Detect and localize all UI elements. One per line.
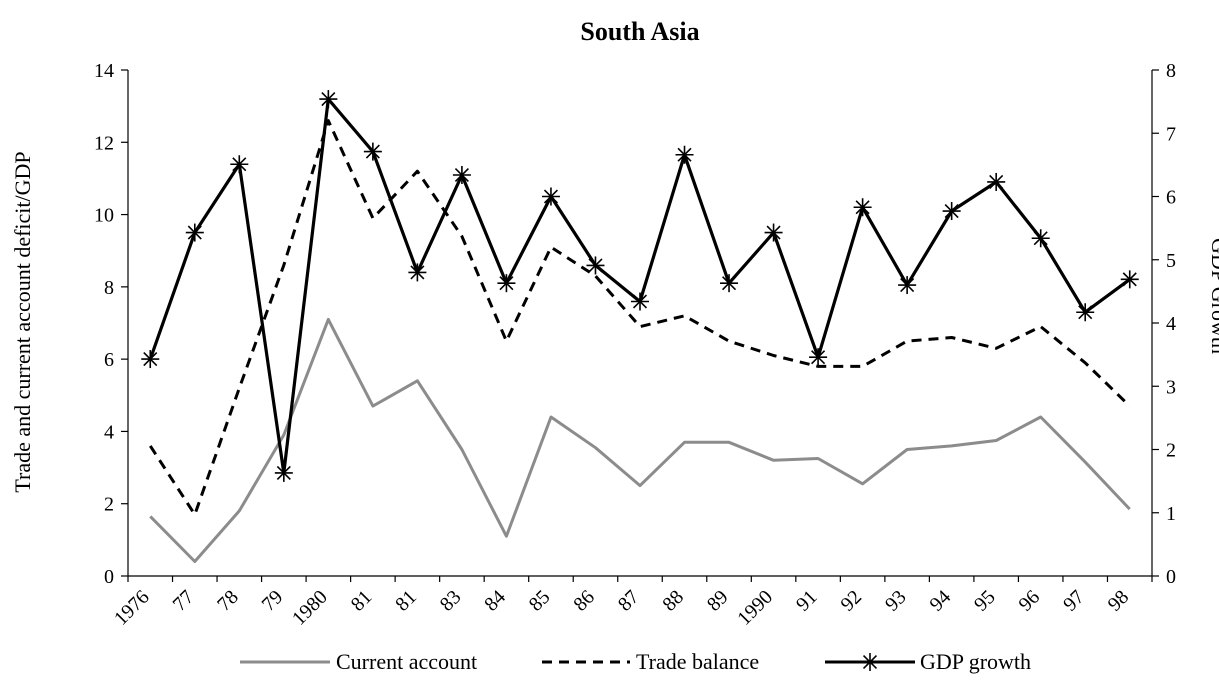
data-point bbox=[497, 274, 516, 293]
series-layer bbox=[141, 90, 1139, 563]
y2-tick-label: 0 bbox=[1166, 566, 1176, 588]
x-tick-label: 97 bbox=[1059, 586, 1089, 616]
x-tick-label: 94 bbox=[925, 586, 955, 616]
legend-label: Current account bbox=[336, 649, 477, 674]
y2-axis-label: GDP Growth bbox=[1207, 238, 1219, 354]
x-tick-label: 89 bbox=[703, 586, 733, 616]
legend-label: GDP growth bbox=[920, 649, 1031, 674]
x-tick-label: 81 bbox=[347, 586, 377, 616]
x-tick-label: 83 bbox=[436, 586, 466, 616]
y-tick-label: 4 bbox=[104, 421, 114, 443]
x-tick-label: 85 bbox=[525, 586, 555, 616]
legend-marker bbox=[861, 653, 879, 671]
legend-label: Trade balance bbox=[636, 649, 759, 674]
y2-tick-label: 3 bbox=[1166, 376, 1176, 398]
data-point bbox=[809, 348, 828, 367]
x-axis-ticks: 1976 77 78 79 1980 81 81 83 84 85 86 87 88 89 1990 91 92… bbox=[110, 576, 1153, 630]
y-tick-label: 2 bbox=[104, 494, 114, 516]
x-tick-label: 86 bbox=[569, 586, 599, 616]
data-point bbox=[408, 263, 427, 282]
y2-tick-label: 8 bbox=[1166, 60, 1176, 82]
chart-title: South Asia bbox=[580, 17, 699, 46]
y2-tick-label: 7 bbox=[1166, 123, 1176, 145]
data-point bbox=[942, 202, 961, 221]
x-tick-label: 79 bbox=[258, 586, 288, 616]
data-point bbox=[898, 276, 917, 295]
y-axis-ticks: 0 2 4 6 8 10 12 14 bbox=[94, 60, 128, 588]
x-tick-label: 92 bbox=[836, 586, 866, 616]
data-point bbox=[230, 155, 249, 174]
data-point bbox=[586, 256, 605, 275]
series-line-trade-balance bbox=[149, 119, 1131, 517]
y-axis-label: Trade and current account deficit/GDP bbox=[10, 151, 35, 492]
data-point bbox=[1031, 229, 1050, 248]
x-tick-label: 95 bbox=[970, 586, 1000, 616]
data-point bbox=[631, 292, 649, 311]
y2-tick-label: 2 bbox=[1166, 440, 1176, 462]
data-point bbox=[675, 145, 694, 164]
x-tick-label: 78 bbox=[213, 586, 243, 616]
x-tick-label: 98 bbox=[1104, 586, 1134, 616]
data-point bbox=[764, 223, 783, 242]
x-tick-label: 91 bbox=[792, 586, 822, 616]
data-point bbox=[363, 142, 382, 161]
y-tick-label: 6 bbox=[104, 349, 114, 371]
y2-tick-label: 6 bbox=[1166, 187, 1176, 209]
series-line-current-account bbox=[149, 317, 1131, 563]
data-point bbox=[541, 187, 560, 206]
x-tick-label: 77 bbox=[169, 586, 199, 616]
y-tick-label: 14 bbox=[94, 60, 114, 82]
y2-axis-ticks: 0 1 2 3 4 5 6 7 8 bbox=[1152, 60, 1176, 588]
legend: Current account Trade balance GDP growth bbox=[240, 649, 1031, 674]
x-tick-label: 87 bbox=[614, 586, 644, 616]
x-tick-label: 88 bbox=[658, 586, 688, 616]
data-point bbox=[853, 198, 872, 217]
x-tick-label: 93 bbox=[881, 586, 911, 616]
data-point bbox=[319, 90, 338, 109]
x-tick-label: 84 bbox=[480, 586, 510, 616]
data-point bbox=[987, 172, 1006, 191]
x-tick-label: 1976 bbox=[110, 586, 154, 630]
x-tick-label: 96 bbox=[1015, 586, 1045, 616]
data-point bbox=[452, 165, 471, 184]
y2-tick-label: 1 bbox=[1166, 503, 1176, 525]
data-point bbox=[185, 223, 204, 242]
y-tick-label: 10 bbox=[94, 205, 114, 227]
x-tick-label: 1990 bbox=[733, 586, 777, 630]
series-line-gdp-growth bbox=[148, 97, 1131, 475]
y-tick-label: 0 bbox=[104, 566, 114, 588]
x-tick-label: 1980 bbox=[288, 586, 332, 630]
y-tick-label: 12 bbox=[94, 132, 114, 154]
data-point bbox=[1076, 303, 1095, 322]
data-point bbox=[274, 463, 293, 482]
data-point bbox=[1120, 270, 1139, 289]
y-tick-label: 8 bbox=[104, 277, 114, 299]
data-point bbox=[141, 350, 160, 369]
data-point bbox=[720, 274, 739, 293]
x-tick-label: 81 bbox=[391, 586, 421, 616]
y2-tick-label: 5 bbox=[1166, 250, 1176, 272]
y2-tick-label: 4 bbox=[1166, 313, 1176, 335]
